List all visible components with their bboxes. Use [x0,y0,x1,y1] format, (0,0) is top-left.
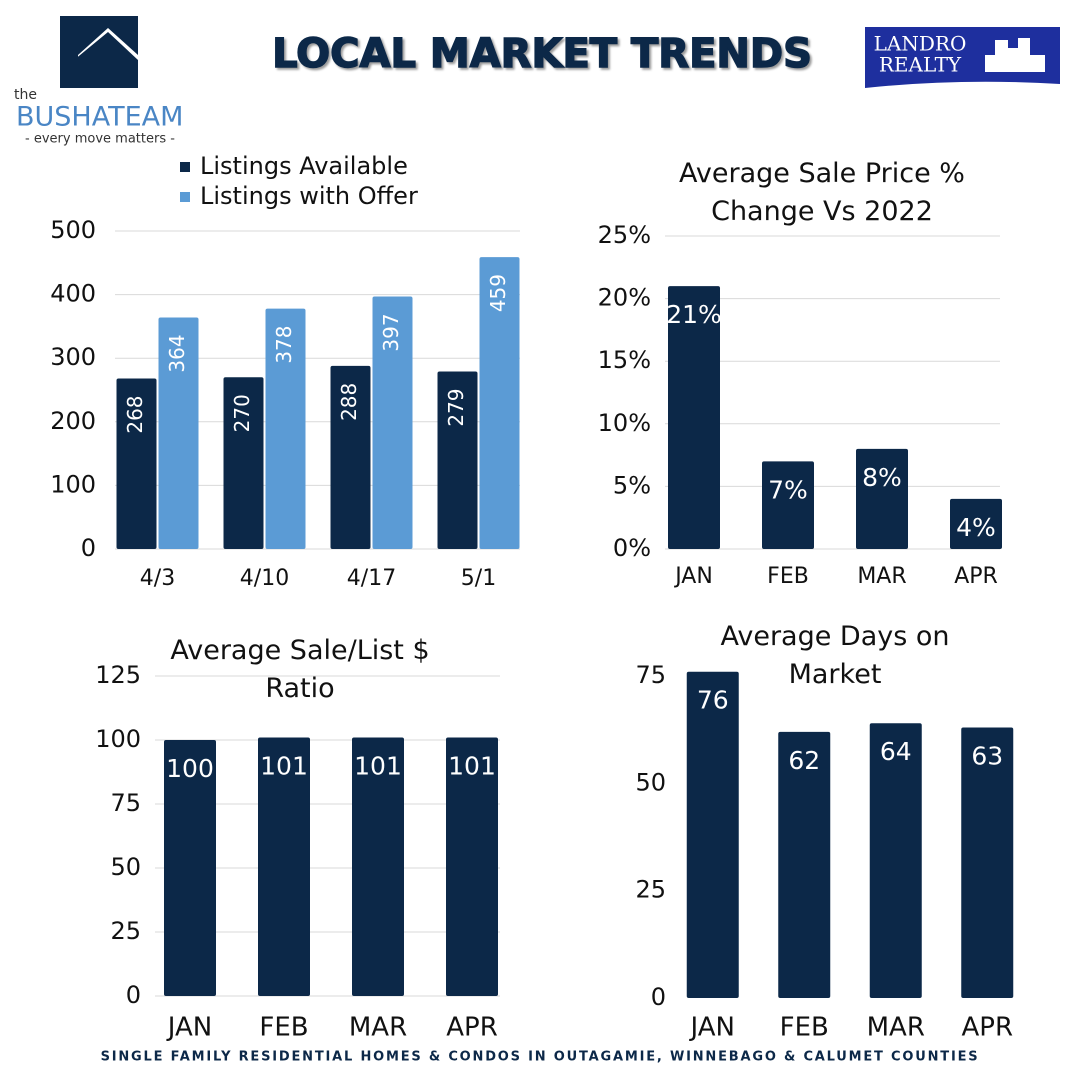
y-tick-label: 15% [598,346,651,374]
brand-skyline [985,38,1045,72]
bar [950,498,1002,549]
bar [856,448,908,549]
chart-title: Average Sale Price % Change Vs 2022 [679,158,965,227]
legend-label: Listings with Offer [200,182,418,210]
y-tick-label: 0 [651,983,666,1011]
footer-note: SINGLE FAMILY RESIDENTIAL HOMES & CONDOS… [101,1050,980,1065]
value-label: 100 [166,754,214,783]
x-tick-label: MAR [349,1013,407,1043]
x-tick-label: JAN [673,564,713,589]
bar [778,731,831,998]
y-tick-label: 0% [613,534,651,562]
bar [158,317,199,549]
bar [686,671,739,998]
legend-swatch [180,162,190,172]
x-tick-label: FEB [259,1013,308,1043]
x-tick-label: FEB [780,1013,829,1043]
bar [265,308,306,549]
y-tick-label: 0 [126,981,141,1009]
y-tick-label: 100 [95,725,141,753]
bar [437,371,478,549]
value-label: 397 [379,313,403,351]
y-tick-label: 300 [50,343,96,371]
value-label: 4% [956,513,996,542]
value-label: 101 [354,751,402,780]
x-tick-label: JAN [166,1013,212,1043]
brand-line: REALTY [879,53,962,77]
x-tick-label: APR [446,1013,498,1043]
x-tick-label: 4/10 [240,566,289,591]
y-tick-label: 10% [598,409,651,437]
y-tick-label: 100 [50,470,96,498]
y-tick-label: 25 [635,876,666,904]
y-tick-label: 0 [81,534,96,562]
legend-label: Listings Available [200,152,408,180]
y-tick-label: 25% [598,221,651,249]
x-tick-label: 4/17 [347,566,396,591]
bar [372,296,413,549]
bar [258,737,310,996]
value-label: 459 [486,274,510,312]
value-label: 364 [165,334,189,372]
brand-line: LANDRO [874,32,967,56]
value-label: 64 [880,737,912,766]
x-tick-label: APR [954,564,998,589]
x-tick-label: 5/1 [461,566,496,591]
x-tick-label: MAR [867,1013,925,1043]
value-label: 378 [272,325,296,363]
y-tick-label: 75 [635,661,666,689]
x-tick-label: FEB [767,564,809,589]
y-tick-label: 20% [598,284,651,312]
chart-title: Average Sale/List $ Ratio [170,635,430,704]
y-tick-label: 50 [110,853,141,881]
bar [479,257,520,549]
y-tick-label: 400 [50,280,96,308]
y-tick-label: 25 [110,917,141,945]
x-tick-label: APR [961,1013,1013,1043]
bar [352,737,404,996]
logo-name: BUSHATEAM [16,102,183,133]
value-label: 270 [230,394,254,432]
value-label: 63 [971,742,1003,771]
house-logo [60,16,138,88]
y-tick-label: 50 [635,768,666,796]
y-tick-label: 125 [95,661,141,689]
value-label: 101 [448,751,496,780]
value-label: 21% [666,300,722,329]
logo-tagline: - every move matters - [25,132,175,147]
y-tick-label: 500 [50,216,96,244]
bar [869,723,922,998]
legend-swatch [180,192,190,202]
bar [223,377,264,549]
bar [762,461,814,549]
brand-box [865,27,1060,88]
bar [668,286,720,549]
bar [164,740,216,996]
bar [330,365,371,549]
y-tick-label: 75 [110,789,141,817]
chart-title: Average Days on Market [720,621,950,690]
bar [116,378,157,549]
value-label: 288 [337,383,361,421]
x-tick-label: MAR [857,564,906,589]
value-label: 76 [697,686,729,715]
y-tick-label: 5% [613,471,651,499]
value-label: 62 [788,746,820,775]
value-label: 268 [123,395,147,433]
bar [961,727,1014,998]
house-logo-roof [74,32,138,88]
page-title: LOCAL MARKET TRENDS [272,31,812,77]
x-tick-label: 4/3 [140,566,175,591]
value-label: 7% [768,475,808,504]
logo-the: the [14,87,37,103]
value-label: 8% [862,463,902,492]
bar [446,737,498,996]
x-tick-label: JAN [689,1013,735,1043]
value-label: 101 [260,751,308,780]
value-label: 279 [444,388,468,426]
y-tick-label: 200 [50,407,96,435]
